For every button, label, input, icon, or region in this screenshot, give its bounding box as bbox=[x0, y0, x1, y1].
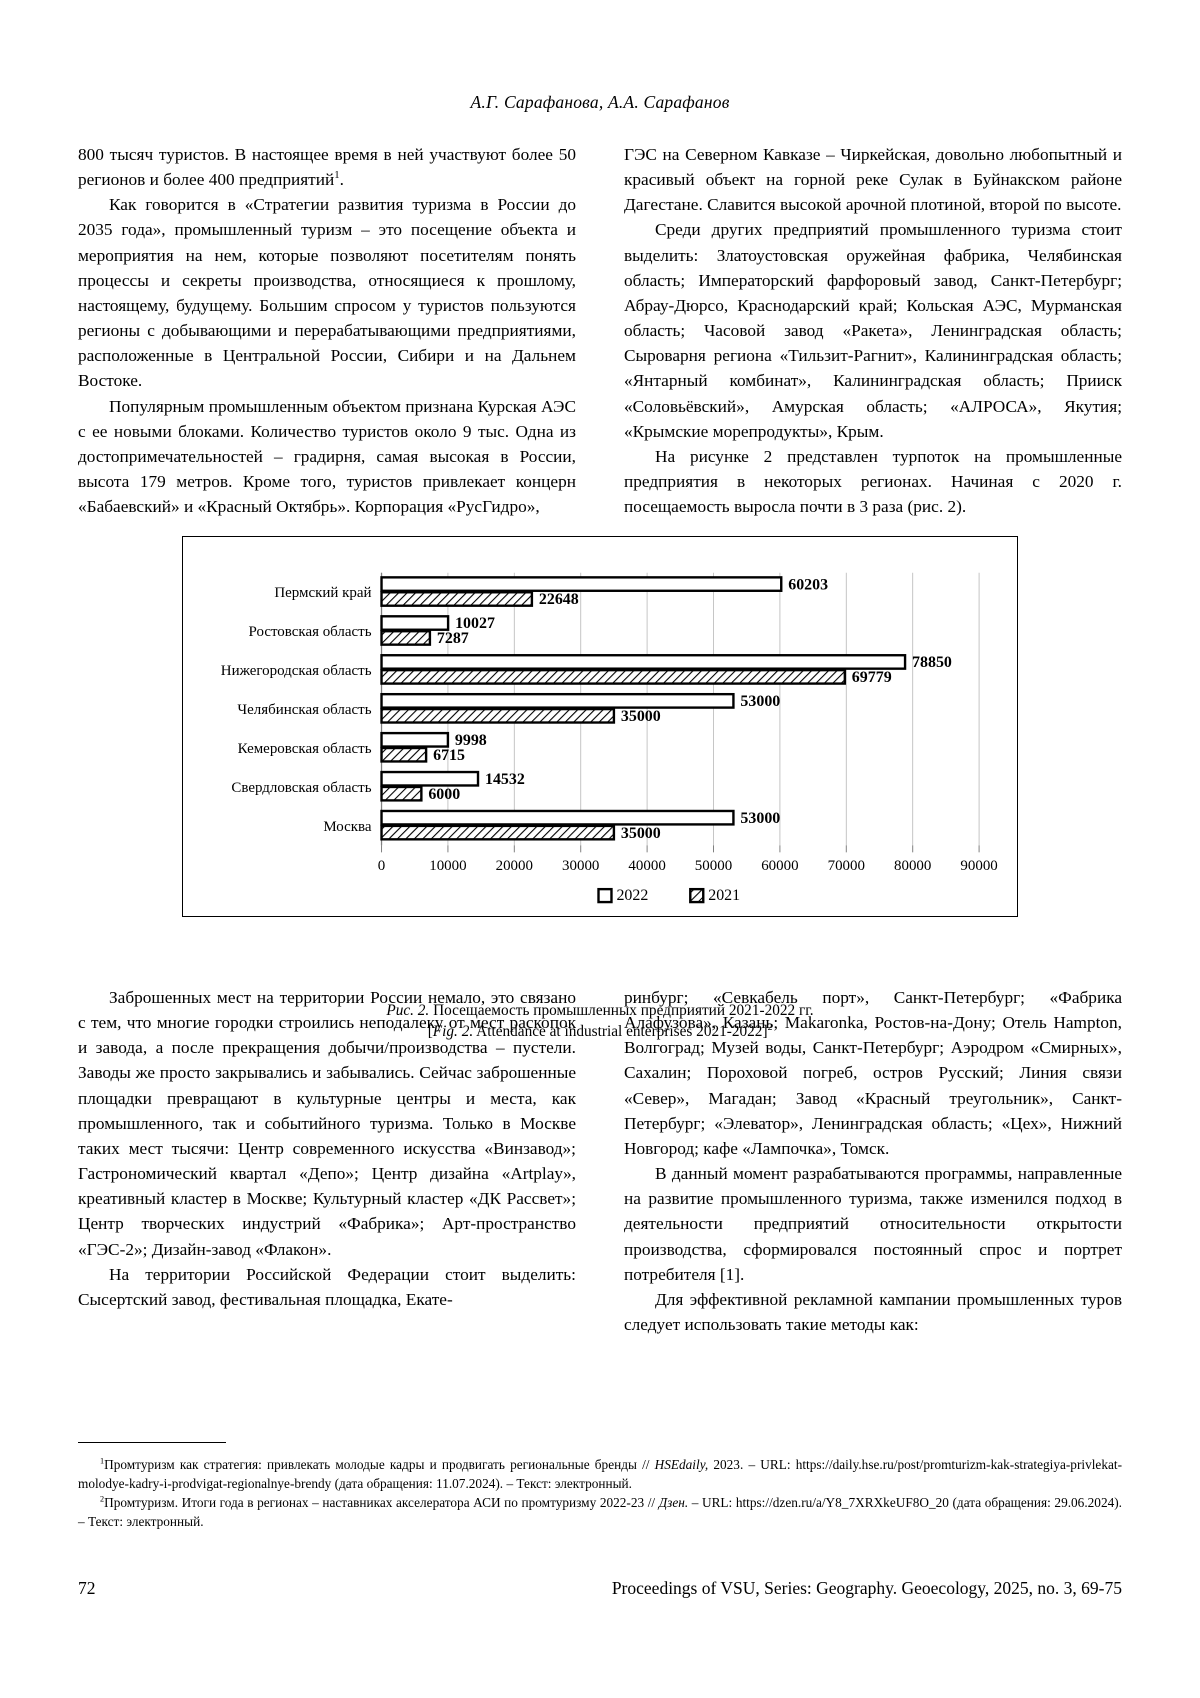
chart-bar bbox=[382, 655, 906, 668]
chart-value-label: 35000 bbox=[621, 708, 661, 725]
chart-value-label: 53000 bbox=[740, 810, 780, 827]
chart-tick-label: 30000 bbox=[562, 858, 599, 874]
chart-bar bbox=[382, 787, 422, 800]
paragraph: ринбург; «Севкабель порт», Санкт-Петербу… bbox=[624, 985, 1122, 1161]
chart-category-label: Москва bbox=[323, 819, 372, 835]
chart-bar bbox=[382, 631, 430, 644]
running-head: А.Г. Сарафанова, А.А. Сарафанов bbox=[0, 92, 1200, 113]
footnote-separator bbox=[78, 1442, 226, 1443]
chart-bar bbox=[382, 709, 614, 722]
chart-category-label: Пермский край bbox=[274, 585, 371, 601]
chart-bar bbox=[382, 748, 427, 761]
chart-bar bbox=[382, 772, 478, 785]
figure-2-box: Пермский край Ростовская область Нижегород… bbox=[182, 536, 1018, 917]
chart-value-label: 53000 bbox=[740, 693, 780, 710]
chart-bar bbox=[382, 616, 449, 629]
chart-bar bbox=[382, 811, 734, 824]
chart-legend-label: 2021 bbox=[708, 887, 740, 904]
chart-value-label: 7287 bbox=[437, 630, 469, 647]
body-top-columns: 800 тысяч туристов. В настоящее время в … bbox=[78, 142, 1122, 519]
chart-value-label: 6715 bbox=[433, 747, 465, 764]
body-top-right-column: ГЭС на Северном Кавказе – Чиркейская, до… bbox=[624, 142, 1122, 519]
chart-bar bbox=[382, 670, 845, 683]
paragraph: Среди других предприятий промышленного т… bbox=[624, 217, 1122, 443]
journal-reference: Proceedings of VSU, Series: Geography. G… bbox=[198, 1578, 1122, 1599]
chart-tick-label: 80000 bbox=[894, 858, 931, 874]
footnote-source-title: HSEdaily, bbox=[655, 1457, 709, 1472]
chart-category-label: Ростовская область bbox=[249, 624, 372, 640]
chart-tick-label: 90000 bbox=[960, 858, 997, 874]
chart-value-label: 22648 bbox=[539, 591, 579, 608]
chart-value-label: 60203 bbox=[788, 576, 828, 593]
chart-category-label: Челябинская область bbox=[237, 702, 371, 718]
chart-x-tick-labels: 0 10000 20000 30000 40000 50000 60000 70000 8000… bbox=[378, 858, 998, 874]
footnote-item: 1Промтуризм как стратегия: привлекать мо… bbox=[78, 1456, 1122, 1494]
chart-value-label: 69779 bbox=[852, 669, 892, 686]
chart-category-labels: Пермский край Ростовская область Нижегород… bbox=[221, 585, 372, 835]
chart-category-label: Нижегородская область bbox=[221, 663, 372, 679]
footnote-marker-1: 1 bbox=[334, 169, 339, 181]
body-top-left-column: 800 тысяч туристов. В настоящее время в … bbox=[78, 142, 576, 519]
chart-bar bbox=[382, 826, 614, 839]
chart-legend-swatch bbox=[599, 889, 612, 902]
paragraph: 800 тысяч туристов. В настоящее время в … bbox=[78, 142, 576, 192]
chart-category-label: Кемеровская область bbox=[238, 741, 372, 757]
paragraph: На территории Российской Федерации стоит… bbox=[78, 1262, 576, 1312]
bar-chart: Пермский край Ростовская область Нижегород… bbox=[183, 537, 1017, 916]
chart-bar bbox=[382, 733, 448, 746]
chart-tick-label: 50000 bbox=[695, 858, 732, 874]
chart-bar bbox=[382, 577, 782, 590]
body-bottom-right-column: ринбург; «Севкабель порт», Санкт-Петербу… bbox=[624, 985, 1122, 1337]
chart-tick-label: 10000 bbox=[429, 858, 466, 874]
chart-legend-label: 2022 bbox=[616, 887, 648, 904]
chart-tick-label: 60000 bbox=[761, 858, 798, 874]
footnote-text-before: Промтуризм как стратегия: привлекать мол… bbox=[104, 1457, 655, 1472]
paragraph: Как говорится в «Стратегии развития тури… bbox=[78, 192, 576, 393]
paragraph: ГЭС на Северном Кавказе – Чиркейская, до… bbox=[624, 142, 1122, 217]
paragraph: Заброшенных мест на территории России не… bbox=[78, 985, 576, 1262]
chart-tick-label: 0 bbox=[378, 858, 385, 874]
document-page: А.Г. Сарафанова, А.А. Сарафанов 800 тыся… bbox=[0, 0, 1200, 1698]
page-footer: 72 Proceedings of VSU, Series: Geography… bbox=[78, 1578, 1122, 1599]
footnote-text-before: Промтуризм. Итоги года в регионах – наст… bbox=[104, 1495, 659, 1510]
chart-tick-label: 70000 bbox=[828, 858, 865, 874]
paragraph-text: 800 тысяч туристов. В настоящее время в … bbox=[78, 145, 576, 189]
footnote-source-title: Дзен. bbox=[659, 1495, 688, 1510]
chart-legend-swatch bbox=[690, 889, 703, 902]
footnote-item: 2Промтуризм. Итоги года в регионах – нас… bbox=[78, 1494, 1122, 1532]
chart-value-label: 35000 bbox=[621, 825, 661, 842]
chart-legend: 2022 2021 bbox=[599, 887, 741, 904]
body-bottom-columns: Заброшенных мест на территории России не… bbox=[78, 985, 1122, 1337]
page-number: 72 bbox=[78, 1578, 198, 1599]
chart-tick-label: 40000 bbox=[628, 858, 665, 874]
body-bottom-left-column: Заброшенных мест на территории России не… bbox=[78, 985, 576, 1337]
chart-category-label: Свердловская область bbox=[231, 780, 371, 796]
chart-value-label: 78850 bbox=[912, 654, 952, 671]
chart-value-label: 6000 bbox=[428, 786, 460, 803]
chart-bar bbox=[382, 694, 734, 707]
chart-value-label: 14532 bbox=[485, 771, 525, 788]
chart-bar bbox=[382, 592, 532, 605]
paragraph: На рисунке 2 представлен турпоток на про… bbox=[624, 444, 1122, 519]
paragraph: Популярным промышленным объектом признан… bbox=[78, 394, 576, 520]
chart-tick-label: 20000 bbox=[496, 858, 533, 874]
paragraph: Для эффективной рекламной кампании промы… bbox=[624, 1287, 1122, 1337]
footnotes: 1Промтуризм как стратегия: привлекать мо… bbox=[78, 1456, 1122, 1532]
paragraph: В данный момент разрабатываются программ… bbox=[624, 1161, 1122, 1287]
